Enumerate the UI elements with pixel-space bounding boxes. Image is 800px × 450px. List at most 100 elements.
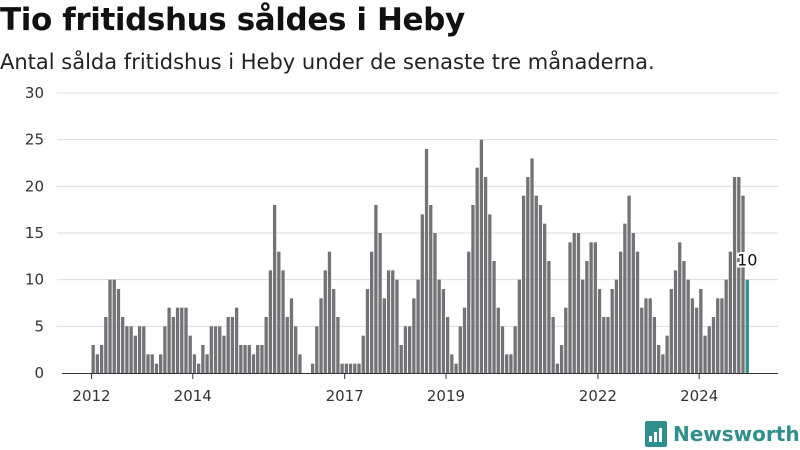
bar <box>112 279 116 373</box>
x-tick-label: 2024 <box>680 387 718 405</box>
bar <box>319 298 323 373</box>
bar <box>256 345 260 373</box>
bar <box>500 326 505 373</box>
bar <box>543 223 547 373</box>
bar <box>462 307 467 373</box>
bar <box>690 298 695 373</box>
bar <box>353 363 357 373</box>
x-axis-ticks: 2012 2014 2017 2019 2022 2024 <box>72 373 718 405</box>
bar <box>104 317 108 373</box>
y-tick-label: 15 <box>25 224 44 242</box>
bar <box>682 261 686 373</box>
bar <box>137 326 142 373</box>
bar <box>416 279 420 373</box>
bar <box>509 354 513 373</box>
bar <box>125 326 129 373</box>
chart-title: Tio fritidshus såldes i Heby <box>0 2 465 38</box>
bar <box>694 307 699 373</box>
bar <box>488 214 492 373</box>
bar <box>699 289 703 373</box>
bar <box>716 298 720 373</box>
bar <box>188 335 192 373</box>
bar <box>209 326 213 373</box>
bar <box>737 177 741 373</box>
bar <box>521 195 526 373</box>
bar <box>99 345 104 373</box>
bar <box>184 307 188 373</box>
bar <box>95 354 100 373</box>
bar <box>213 326 218 373</box>
bar <box>648 298 652 373</box>
bar <box>437 279 441 373</box>
bar <box>340 363 344 373</box>
bar <box>652 317 657 373</box>
bar <box>593 242 597 373</box>
bar <box>222 335 226 373</box>
bar <box>289 298 294 373</box>
bar <box>724 279 728 373</box>
bar <box>656 345 661 373</box>
bar <box>277 251 281 373</box>
bar <box>272 205 277 373</box>
bar <box>732 177 737 373</box>
bar <box>728 251 733 373</box>
y-tick-label: 0 <box>34 364 44 382</box>
bar <box>239 345 243 373</box>
bar <box>163 326 167 373</box>
bar <box>129 326 133 373</box>
bar <box>332 289 336 373</box>
bar <box>159 354 163 373</box>
y-tick-label: 20 <box>25 177 44 195</box>
bar <box>513 326 517 373</box>
bar <box>386 270 391 373</box>
bar <box>572 233 576 373</box>
bar <box>323 270 327 373</box>
bar <box>344 363 348 373</box>
y-tick-label: 5 <box>34 317 44 335</box>
bar <box>665 335 669 373</box>
bar <box>614 279 619 373</box>
bar <box>205 354 209 373</box>
bar <box>669 289 673 373</box>
bar <box>218 326 222 373</box>
x-tick-label: 2012 <box>72 387 110 405</box>
bar <box>281 270 285 373</box>
bar <box>315 326 319 373</box>
bar <box>576 233 581 373</box>
bar <box>382 298 386 373</box>
x-tick-label: 2022 <box>579 387 617 405</box>
highlight-bar <box>745 279 749 373</box>
bar <box>150 354 154 373</box>
bars <box>91 139 749 373</box>
bar <box>142 326 146 373</box>
bar <box>298 354 302 373</box>
bar <box>496 307 500 373</box>
bar <box>547 261 551 373</box>
bar <box>475 167 479 373</box>
bar <box>230 317 235 373</box>
bar <box>146 354 150 373</box>
bar <box>91 345 95 373</box>
bar <box>678 242 682 373</box>
bar <box>479 139 484 373</box>
bar <box>374 205 378 373</box>
bar <box>420 214 424 373</box>
bar <box>429 205 433 373</box>
bar <box>445 317 450 373</box>
bar <box>247 345 251 373</box>
bar <box>441 289 446 373</box>
x-tick-label: 2014 <box>174 387 212 405</box>
bar <box>538 205 543 373</box>
chart-subtitle: Antal sålda fritidshus i Heby under de s… <box>0 50 655 74</box>
x-tick-label: 2019 <box>427 387 465 405</box>
bar <box>597 289 602 373</box>
bar <box>623 223 627 373</box>
bar <box>399 345 403 373</box>
bar <box>454 363 458 373</box>
bar <box>644 298 648 373</box>
bar <box>424 149 429 373</box>
bar <box>707 326 711 373</box>
bar <box>635 251 640 373</box>
bar <box>471 205 475 373</box>
brand-name: Newsworthy <box>673 422 800 446</box>
